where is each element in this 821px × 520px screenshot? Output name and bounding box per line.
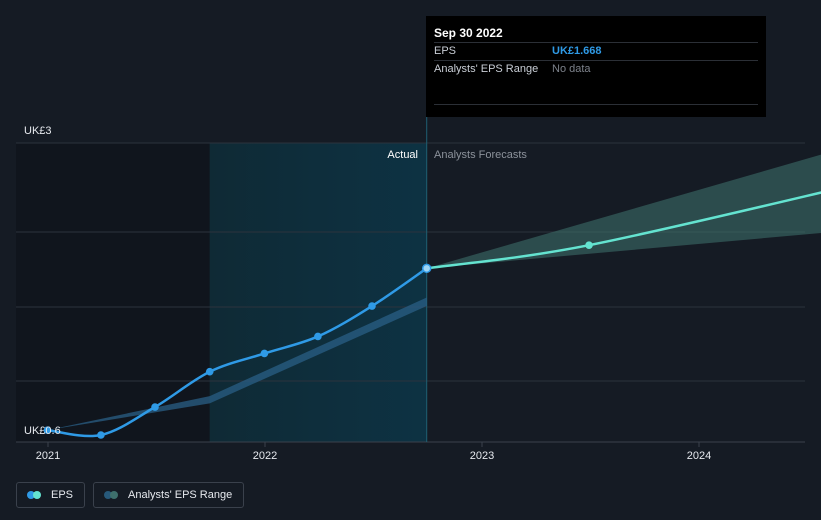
- forecast-range-band: [426, 154, 821, 269]
- tooltip-divider: [434, 104, 758, 105]
- tooltip-row-eps: EPS UK£1.668: [434, 42, 758, 60]
- legend-range-swatch: [104, 491, 120, 499]
- eps-point-2021-12-31: [260, 349, 269, 358]
- legend-eps-label: EPS: [51, 489, 74, 501]
- hover-tooltip: Sep 30 2022 EPS UK£1.668 Analysts' EPS R…: [426, 16, 766, 117]
- eps-forecast-line: [425, 191, 821, 270]
- tooltip-eps-key: EPS: [434, 45, 457, 57]
- eps-point-2021-06-30: [151, 403, 159, 411]
- actual-zone-label: Actual: [387, 149, 418, 161]
- tooltip-date: Sep 30 2022: [434, 26, 503, 40]
- forecast-zone-label: Analysts Forecasts: [434, 149, 527, 161]
- x-tick-label-2024: 2024: [687, 450, 711, 462]
- tooltip-range-key: Analysts' EPS Range: [434, 63, 539, 75]
- x-tick-label-2022: 2022: [253, 450, 277, 462]
- x-tick-label-2021: 2021: [36, 450, 60, 462]
- eps-point-2022-03-31: [314, 332, 322, 341]
- legend-eps[interactable]: EPS: [16, 482, 86, 508]
- eps-point-2022-09-30: [421, 263, 432, 274]
- eps-point-2020-12-31: [43, 426, 52, 434]
- legend-range-label: Analysts' EPS Range: [128, 489, 233, 501]
- eps-point-2021-03-31: [97, 431, 105, 439]
- y-axis-top-label: UK£3: [24, 125, 52, 137]
- y-axis-bottom-label: UK£0.6: [24, 425, 61, 437]
- chart-legend: EPS Analysts' EPS Range: [16, 482, 245, 508]
- eps-forecast-point-2023-06-30: [585, 241, 593, 249]
- legend-eps-swatch: [27, 491, 43, 499]
- past-background: [16, 143, 210, 442]
- tooltip-row-range: Analysts' EPS Range No data: [434, 60, 758, 78]
- tooltip-eps-value: UK£1.668: [552, 45, 602, 57]
- eps-point-2022-06-30: [368, 302, 376, 310]
- eps-point-2021-09-30: [205, 367, 214, 376]
- tooltip-range-value: No data: [552, 63, 591, 75]
- legend-analyst-range[interactable]: Analysts' EPS Range: [93, 482, 245, 508]
- x-tick-label-2023: 2023: [470, 450, 494, 462]
